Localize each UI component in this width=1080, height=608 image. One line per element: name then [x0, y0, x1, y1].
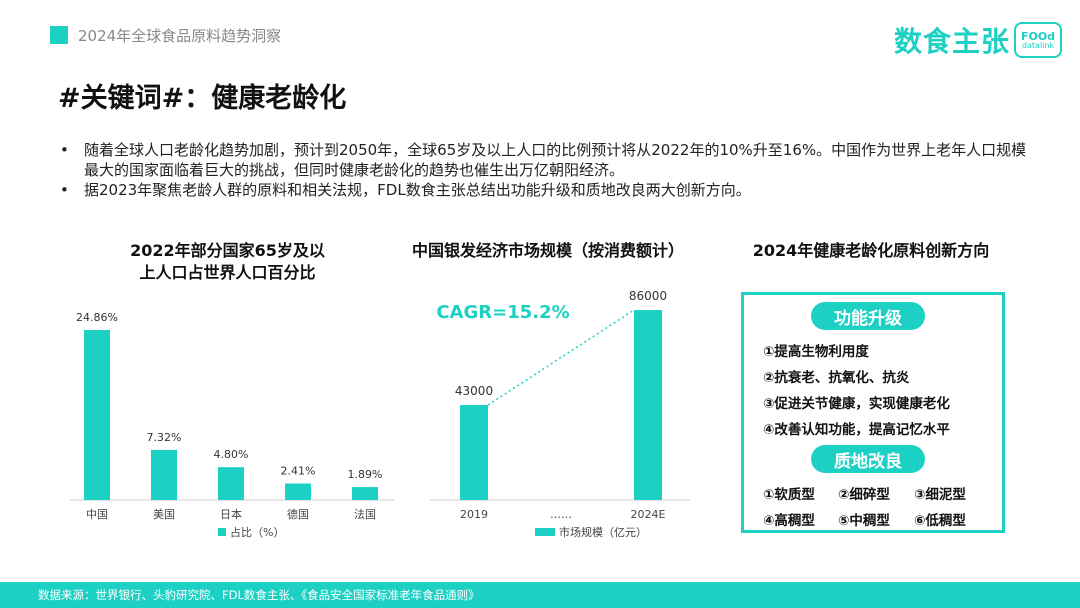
chart1-value-label: 1.89% [348, 468, 383, 481]
function-item: ②抗衰老、抗氧化、抗炎 [763, 370, 910, 386]
footer-source: 数据来源：世界银行、头豹研究院、FDL数食主张、《食品安全国家标准老年食品通则》 [38, 588, 480, 602]
chart1-title: 2022年部分国家65岁及以 上人口占世界人口百分比 [100, 240, 355, 284]
chart2-value-label: 86000 [629, 289, 667, 303]
texture-item: ⑥低稠型 [914, 513, 966, 529]
chart1-category-label: 日本 [220, 507, 242, 521]
chart1-value-label: 7.32% [147, 431, 182, 444]
chart1-category-label: 法国 [354, 507, 376, 521]
chart1-value-label: 24.86% [76, 311, 118, 324]
chart2-category-label: 2024E [631, 508, 666, 521]
function-item: ①提高生物利用度 [763, 344, 869, 360]
chart2-legend-label: 市场规模（亿元） [559, 526, 647, 539]
logo-badge-line2: datalink [1021, 40, 1055, 50]
chart1-title-line2: 上人口占世界人口百分比 [139, 263, 316, 282]
texture-item: ④高稠型 [763, 513, 815, 529]
chart1-bar [285, 483, 311, 500]
texture-item: ①软质型 [763, 487, 815, 503]
texture-item: ②细碎型 [838, 487, 890, 503]
chart1-value-label: 2.41% [281, 465, 316, 478]
chart2-bar [634, 310, 662, 500]
bullet-list: 随着全球人口老龄化趋势加剧，预计到2050年，全球65岁及以上人口的比例预计将从… [58, 140, 1033, 200]
chart1-legend-label: 占比（%） [230, 526, 285, 539]
bullet-item: 据2023年聚焦老龄人群的原料和相关法规，FDL数食主张总结出功能升级和质地改良… [58, 180, 1033, 200]
chart1-value-label: 4.80% [214, 448, 249, 461]
chart2-category-label: 2019 [460, 508, 488, 521]
innovation-title: 2024年健康老龄化原料创新方向 [752, 241, 990, 260]
chart1-category-label: 美国 [153, 508, 175, 521]
footer-bar: 数据来源：世界银行、头豹研究院、FDL数食主张、《食品安全国家标准老年食品通则》 [0, 582, 1080, 608]
chart1-bar [218, 467, 244, 500]
chart2-title: 中国银发经济市场规模（按消费额计） [411, 241, 684, 260]
chart2-category-label: …… [550, 508, 572, 521]
legend-swatch [535, 528, 555, 536]
chart1-legend: 占比（%） [218, 524, 284, 540]
texture-item: ⑤中稠型 [838, 513, 890, 529]
chart1-category-label: 中国 [86, 508, 108, 521]
bullet-item: 随着全球人口老龄化趋势加剧，预计到2050年，全球65岁及以上人口的比例预计将从… [58, 140, 1033, 180]
chart2-value-label: 43000 [455, 384, 493, 398]
function-item: ④改善认知功能，提高记忆水平 [763, 422, 950, 438]
chart2-cagr-annotation: CAGR=15.2% [436, 302, 569, 323]
chart1-category-label: 德国 [287, 507, 309, 521]
chart2-bar [460, 405, 488, 500]
logo-badge-line1: FOOd [1020, 29, 1056, 43]
innovation-box [741, 292, 1005, 533]
logo-badge: FOOd datalink [1014, 22, 1063, 58]
function-item: ③促进关节健康，实现健康老化 [763, 396, 950, 412]
texture-improve-pill: 质地改良 [811, 445, 925, 473]
header-accent-square [50, 26, 68, 44]
page-title: #关键词#：健康老龄化 [58, 83, 347, 114]
legend-swatch [218, 528, 226, 536]
chart1-bar [151, 449, 177, 500]
chart1-title-line1: 2022年部分国家65岁及以 [130, 241, 325, 260]
chart2-legend: 市场规模（亿元） [535, 524, 647, 540]
chart1-bar [352, 487, 378, 500]
chart1-bar [84, 330, 110, 500]
chart2-cagr-trendline [487, 309, 635, 406]
texture-item: ③细泥型 [914, 487, 966, 503]
header-title: 2024年全球食品原料趋势洞察 [78, 27, 282, 45]
function-upgrade-pill: 功能升级 [811, 302, 925, 330]
brand-logo: 数食主张 FOOd datalink [894, 20, 1063, 60]
logo-text: 数食主张 [894, 25, 1011, 58]
